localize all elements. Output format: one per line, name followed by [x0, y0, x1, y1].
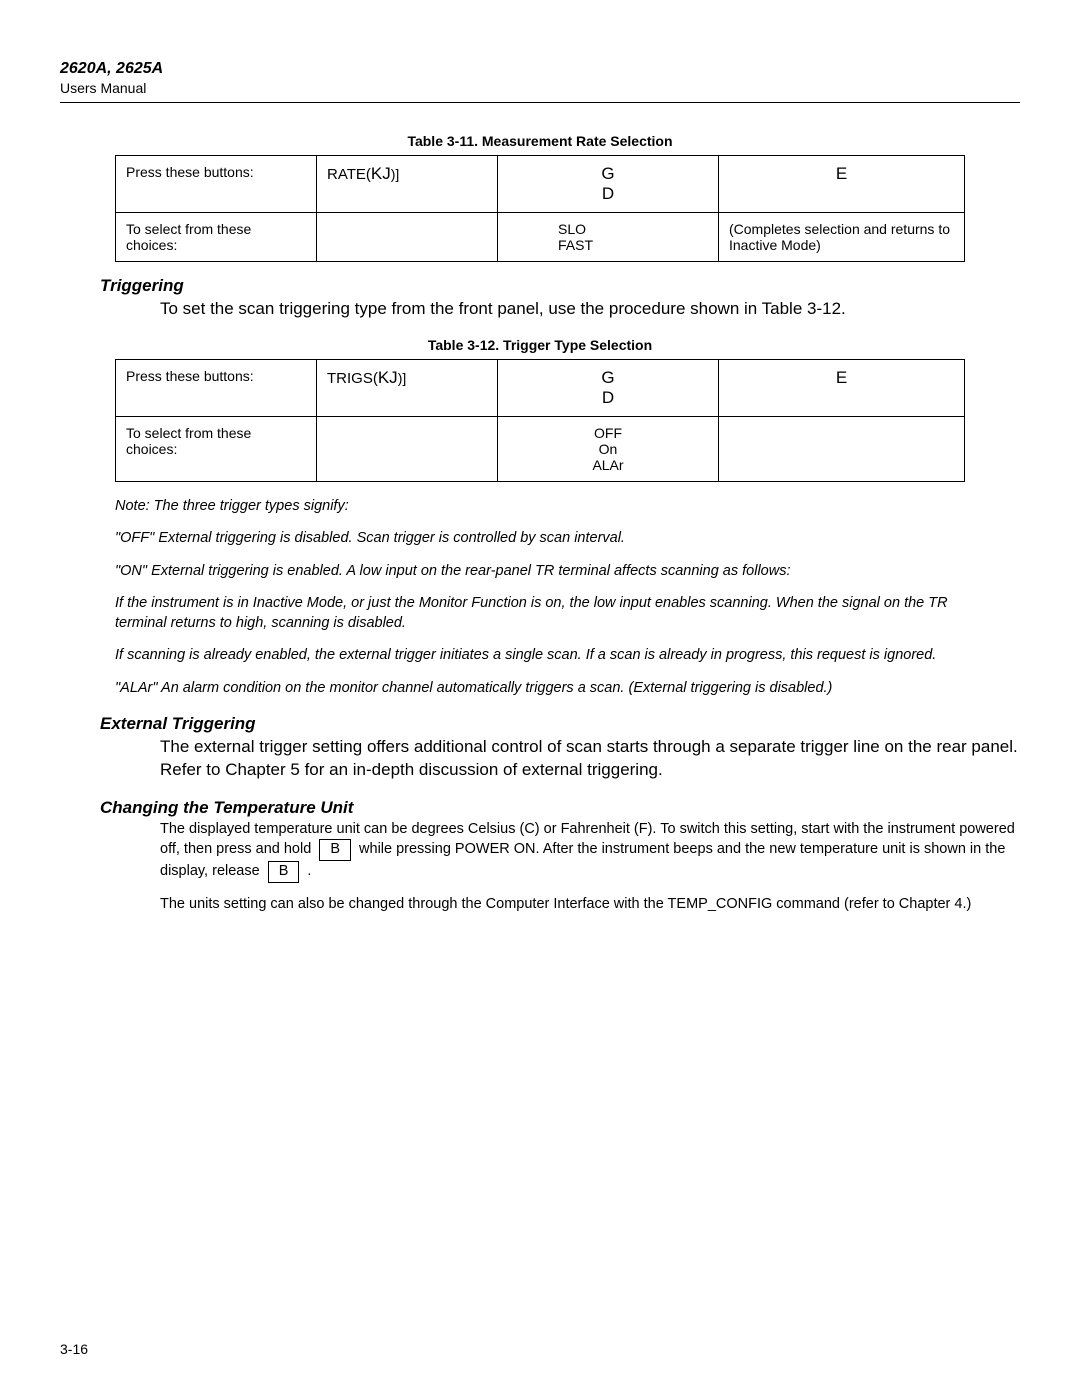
- table-row: To select from these choices: SLO FAST (…: [116, 213, 965, 262]
- heading-triggering: Triggering: [100, 276, 1020, 296]
- cell-enter: E: [719, 156, 965, 213]
- arrow-down: D: [602, 388, 614, 408]
- paragraph-temp-unit-1: The displayed temperature unit can be de…: [160, 820, 1020, 883]
- choice-fast: FAST: [558, 237, 593, 253]
- page-header: 2620A, 2625A Users Manual: [60, 60, 1020, 96]
- button-b-1: B: [319, 839, 351, 861]
- rate-suffix: )]: [391, 166, 400, 182]
- cell-arrows: G D: [498, 359, 719, 416]
- paragraph-triggering: To set the scan triggering type from the…: [160, 298, 1020, 321]
- button-b-2: B: [268, 861, 300, 883]
- trigger-notes: Note: The three trigger types signify: "…: [115, 496, 965, 698]
- cell-label: Press these buttons:: [116, 156, 317, 213]
- note-alar: "ALAr" An alarm condition on the monitor…: [115, 678, 965, 698]
- rate-key: KJ: [371, 164, 391, 184]
- arrow-up: G: [601, 368, 614, 388]
- manual-page: 2620A, 2625A Users Manual Table 3-11. Me…: [0, 0, 1080, 1397]
- arrow-up: G: [601, 164, 614, 184]
- paragraph-external-triggering: The external trigger setting offers addi…: [160, 736, 1020, 782]
- cell-empty: [719, 416, 965, 481]
- choice-slo: SLO: [558, 221, 586, 237]
- trigs-key: KJ: [378, 368, 398, 388]
- cell-choices: OFF On ALAr: [498, 416, 719, 481]
- choice-alar: ALAr: [592, 457, 623, 473]
- cell-note: (Completes selection and returns to Inac…: [719, 213, 965, 262]
- manual-title: Users Manual: [60, 80, 1020, 96]
- table-row: To select from these choices: OFF On ALA…: [116, 416, 965, 481]
- choice-off: OFF: [594, 425, 622, 441]
- rate-prefix: RATE(: [327, 166, 371, 183]
- model-numbers: 2620A, 2625A: [60, 60, 1020, 78]
- choice-on: On: [599, 441, 618, 457]
- cell-button: TRIGS(KJ)]: [317, 359, 498, 416]
- arrow-down: D: [602, 184, 614, 204]
- enter-key: E: [836, 164, 847, 184]
- cell-label: To select from these choices:: [116, 213, 317, 262]
- cell-label: To select from these choices:: [116, 416, 317, 481]
- page-number: 3-16: [60, 1341, 88, 1357]
- note-intro: Note: The three trigger types signify:: [115, 496, 965, 516]
- note-on-detail2: If scanning is already enabled, the exte…: [115, 645, 965, 665]
- table-12-caption: Table 3-12. Trigger Type Selection: [60, 337, 1020, 353]
- trigs-prefix: TRIGS(: [327, 370, 378, 387]
- cell-label: Press these buttons:: [116, 359, 317, 416]
- cell-button: RATE(KJ)]: [317, 156, 498, 213]
- enter-key: E: [836, 368, 847, 388]
- heading-temp-unit: Changing the Temperature Unit: [100, 798, 1020, 818]
- cell-enter: E: [719, 359, 965, 416]
- note-on-detail1: If the instrument is in Inactive Mode, o…: [115, 593, 965, 634]
- note-off: "OFF" External triggering is disabled. S…: [115, 528, 965, 548]
- cell-choices: SLO FAST: [498, 213, 719, 262]
- table-12: Press these buttons: TRIGS(KJ)] G D E To…: [115, 359, 965, 482]
- note-on: "ON" External triggering is enabled. A l…: [115, 561, 965, 581]
- table-11: Press these buttons: RATE(KJ)] G D E To …: [115, 155, 965, 262]
- cell-arrows: G D: [498, 156, 719, 213]
- table-row: Press these buttons: TRIGS(KJ)] G D E: [116, 359, 965, 416]
- table-row: Press these buttons: RATE(KJ)] G D E: [116, 156, 965, 213]
- trigs-suffix: )]: [398, 370, 407, 386]
- cell-empty: [317, 213, 498, 262]
- cell-empty: [317, 416, 498, 481]
- temp-p1c: .: [303, 863, 311, 879]
- table-11-caption: Table 3-11. Measurement Rate Selection: [60, 133, 1020, 149]
- heading-external-triggering: External Triggering: [100, 714, 1020, 734]
- header-rule: [60, 102, 1020, 103]
- paragraph-temp-unit-2: The units setting can also be changed th…: [160, 895, 1020, 915]
